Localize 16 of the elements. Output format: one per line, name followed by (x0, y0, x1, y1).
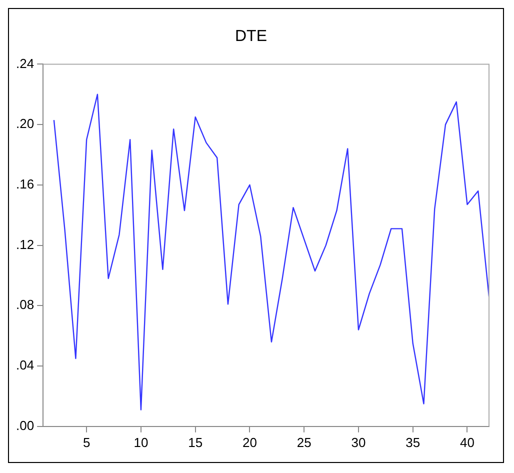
y-tick-label: .24 (16, 56, 34, 71)
x-tick-label: 10 (134, 434, 148, 450)
x-tick-label: 15 (188, 434, 203, 450)
y-tick-label: .08 (16, 297, 34, 312)
x-tick-label: 20 (242, 434, 257, 450)
y-tick-label: .16 (16, 176, 34, 192)
x-tick-label: 30 (351, 434, 366, 450)
x-tick-label: 40 (460, 434, 474, 450)
y-tick-label: .12 (16, 236, 34, 252)
x-tick-label: 25 (296, 434, 312, 450)
x-tick-label: 35 (406, 434, 420, 450)
x-tick-label: 5 (82, 434, 90, 450)
y-tick-label: .20 (16, 116, 34, 132)
y-tick-label: .00 (16, 418, 34, 433)
y-tick-label: .04 (16, 358, 34, 373)
chart-title: DTE (235, 28, 267, 46)
